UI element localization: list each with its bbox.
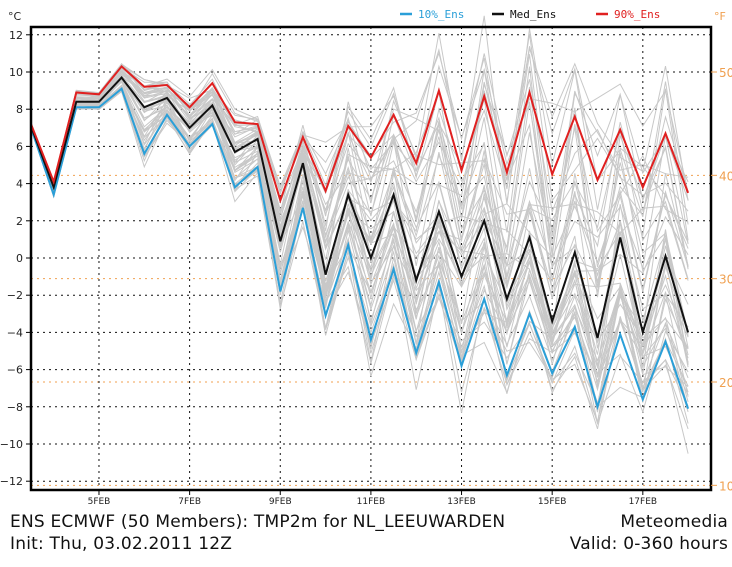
y-tick-label-celsius: −8 (7, 401, 23, 414)
ensemble-member-line (30, 33, 689, 241)
legend-label: Med_Ens (510, 8, 556, 21)
ensemble-member-line (30, 71, 689, 268)
y-tick-label-celsius: −12 (0, 475, 23, 488)
fahrenheit-unit-label: °F (714, 10, 726, 23)
x-tick-label: 7FEB (178, 497, 201, 507)
footer-line-2: Init: Thu, 03.02.2011 12Z Valid: 0-360 h… (10, 534, 728, 554)
y-tick-label-fahrenheit: 30 (719, 273, 732, 287)
y-tick-label-celsius: 2 (16, 215, 23, 228)
y-tick-label-celsius: 8 (16, 103, 23, 116)
y-tick-label-fahrenheit: 10 (719, 479, 732, 493)
legend-label: 90%_Ens (614, 8, 660, 21)
x-tick-label: 11FEB (357, 497, 386, 507)
y-tick-label-celsius: 0 (16, 252, 23, 265)
celsius-unit-label: °C (8, 10, 22, 23)
y-tick-label-fahrenheit: 40 (719, 169, 732, 183)
init-time: Init: Thu, 03.02.2011 12Z (10, 534, 233, 554)
y-tick-label-celsius: 4 (16, 178, 23, 191)
ensemble-members-layer (30, 15, 689, 454)
ensemble-member-line (30, 74, 689, 288)
valid-range: Valid: 0-360 hours (569, 534, 728, 554)
y-tick-label-celsius: −2 (7, 289, 23, 302)
ensemble-member-line (30, 65, 689, 257)
x-tick-label: 13FEB (447, 497, 476, 507)
y-tick-label-fahrenheit: 20 (719, 376, 732, 390)
x-tick-label: 17FEB (629, 497, 658, 507)
x-tick-label: 5FEB (88, 497, 111, 507)
y-tick-label-fahrenheit: 50 (719, 66, 732, 80)
series-line-med-ens (30, 76, 690, 339)
chart-title: ENS ECMWF (50 Members): TMP2m for NL_LEE… (10, 512, 506, 532)
ensemble-member-line (30, 54, 689, 237)
y-tick-label-celsius: 12 (9, 29, 23, 42)
y-tick-label-celsius: −10 (0, 438, 23, 451)
ensemble-member-line (30, 77, 689, 368)
y-tick-label-celsius: −4 (7, 326, 23, 339)
percentile-series-layer (30, 64, 690, 411)
y-tick-label-celsius: −6 (7, 364, 23, 377)
y-tick-label-celsius: 10 (9, 66, 23, 79)
series-line-10-ens (30, 87, 690, 411)
ensemble-member-line (30, 79, 689, 347)
y-tick-label-celsius: 6 (16, 140, 23, 153)
ensemble-member-line (30, 70, 689, 270)
legend: 10%_Ens Med_Ens 90%_Ens (400, 8, 660, 21)
x-tick-label: 15FEB (538, 497, 567, 507)
ensemble-member-line (30, 90, 689, 424)
footer-line-1: ENS ECMWF (50 Members): TMP2m for NL_LEE… (10, 512, 728, 532)
legend-label: 10%_Ens (418, 8, 464, 21)
series-line-90-ens (30, 64, 690, 204)
ensemble-member-line (30, 68, 689, 336)
x-tick-label: 9FEB (269, 497, 292, 507)
ensemble-member-line (30, 73, 689, 292)
source-label: Meteomedia (620, 512, 728, 532)
ensemble-member-line (30, 15, 689, 210)
